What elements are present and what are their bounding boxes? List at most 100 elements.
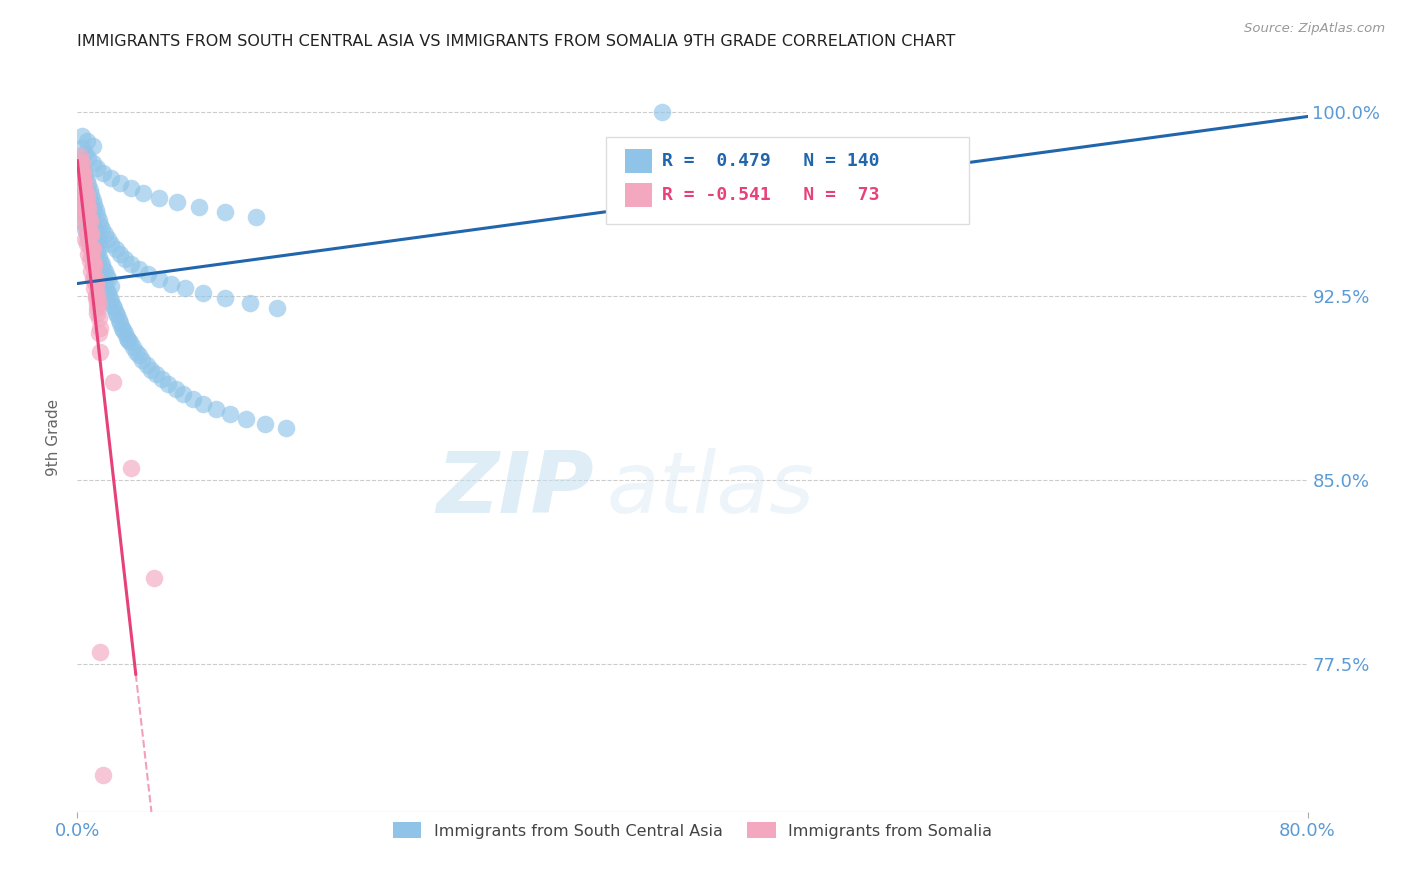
Point: [118, 335, 141, 350]
Point: [82, 254, 104, 268]
Point: [87, 250, 110, 264]
Point: [253, 417, 276, 431]
Point: [89, 645, 111, 659]
Point: [76, 212, 98, 227]
Point: [72, 166, 94, 180]
Point: [69, 183, 91, 197]
Point: [80, 227, 103, 242]
Point: [72, 198, 94, 212]
Point: [76, 225, 98, 239]
Point: [235, 411, 257, 425]
Point: [76, 198, 98, 212]
Text: ZIP: ZIP: [436, 448, 595, 531]
Point: [76, 183, 98, 197]
Point: [100, 170, 122, 185]
Point: [70, 178, 93, 193]
Point: [82, 271, 104, 285]
Point: [72, 173, 94, 187]
Point: [94, 227, 117, 242]
Point: [150, 372, 173, 386]
Point: [82, 247, 104, 261]
Point: [104, 242, 127, 256]
Point: [128, 261, 150, 276]
Point: [82, 260, 104, 274]
Point: [84, 240, 107, 254]
Point: [141, 362, 163, 376]
Point: [115, 330, 138, 344]
Point: [73, 208, 96, 222]
Point: [77, 188, 100, 202]
Point: [101, 375, 124, 389]
Point: [145, 368, 167, 382]
Text: R = -0.541   N =  73: R = -0.541 N = 73: [662, 186, 879, 204]
Point: [82, 218, 104, 232]
Point: [72, 215, 94, 229]
Point: [87, 212, 110, 227]
Point: [128, 348, 150, 362]
Point: [86, 208, 108, 222]
Point: [97, 286, 120, 301]
Point: [101, 299, 124, 313]
Point: [86, 301, 108, 315]
Point: [90, 271, 114, 285]
Point: [131, 352, 153, 367]
Point: [110, 247, 132, 261]
Point: [245, 211, 267, 225]
Point: [84, 277, 107, 291]
Point: [84, 291, 107, 305]
Point: [89, 218, 111, 232]
Point: [76, 188, 98, 202]
Point: [174, 281, 197, 295]
Point: [80, 240, 103, 254]
Point: [97, 271, 120, 285]
Point: [72, 173, 94, 187]
Point: [87, 310, 110, 325]
Point: [157, 377, 180, 392]
Point: [86, 286, 108, 301]
Point: [87, 264, 110, 278]
Point: [193, 286, 215, 301]
Point: [70, 156, 93, 170]
Point: [69, 173, 91, 187]
Point: [204, 401, 226, 416]
Point: [79, 215, 101, 229]
Point: [70, 190, 93, 204]
Point: [114, 326, 136, 340]
Point: [77, 151, 100, 165]
Point: [97, 232, 120, 246]
Legend: Immigrants from South Central Asia, Immigrants from Somalia: Immigrants from South Central Asia, Immi…: [387, 816, 998, 845]
Text: IMMIGRANTS FROM SOUTH CENTRAL ASIA VS IMMIGRANTS FROM SOMALIA 9TH GRADE CORRELAT: IMMIGRANTS FROM SOUTH CENTRAL ASIA VS IM…: [77, 34, 956, 49]
Point: [70, 202, 93, 217]
Point: [70, 166, 93, 180]
Point: [80, 242, 103, 256]
Bar: [624, 149, 652, 173]
Point: [76, 198, 98, 212]
Point: [117, 333, 139, 347]
Point: [89, 345, 111, 359]
Point: [72, 163, 94, 178]
Point: [67, 166, 90, 180]
Point: [172, 387, 194, 401]
Point: [79, 212, 101, 227]
Point: [121, 340, 143, 354]
Point: [73, 183, 96, 197]
Point: [79, 183, 101, 197]
Point: [239, 296, 262, 310]
Point: [84, 289, 107, 303]
Point: [86, 306, 108, 320]
Point: [73, 218, 96, 232]
Point: [82, 242, 104, 256]
Point: [218, 407, 240, 421]
Point: [82, 139, 104, 153]
Point: [125, 345, 148, 359]
Point: [70, 129, 93, 144]
Point: [82, 193, 104, 207]
Point: [90, 257, 114, 271]
Point: [96, 269, 118, 284]
Point: [148, 190, 170, 204]
Point: [69, 153, 91, 168]
Point: [80, 188, 103, 202]
Bar: [624, 183, 652, 207]
Point: [80, 212, 103, 227]
Point: [73, 222, 96, 236]
